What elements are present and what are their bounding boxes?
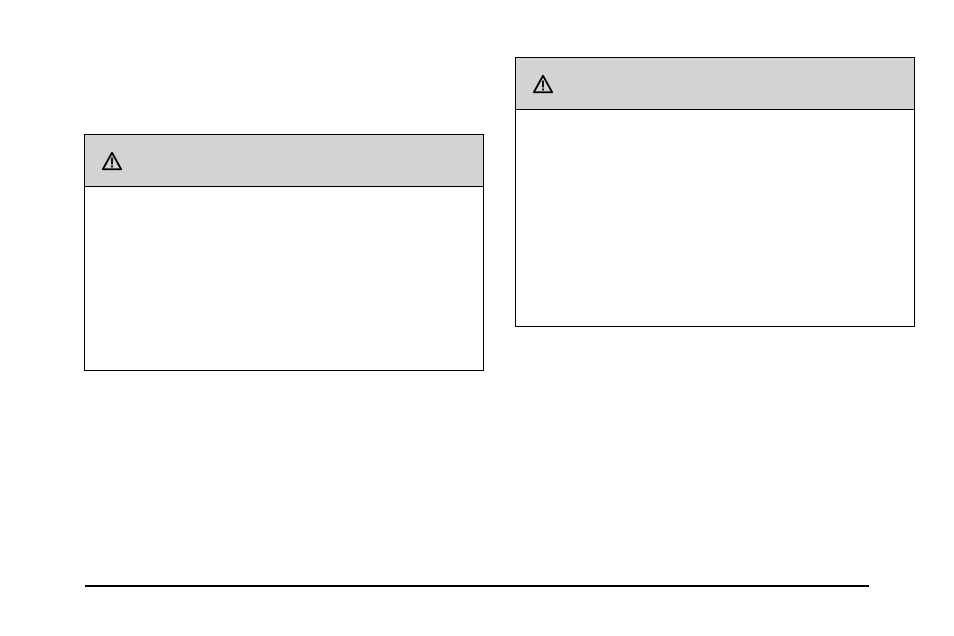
horizontal-rule (85, 585, 869, 587)
warning-triangle-icon (101, 150, 123, 172)
warning-box-1-header (85, 135, 483, 187)
warning-box-1 (84, 134, 484, 371)
warning-box-2-header (516, 58, 914, 110)
warning-box-2-body (516, 110, 914, 126)
warning-triangle-icon (532, 73, 554, 95)
warning-box-1-body (85, 187, 483, 203)
warning-box-2 (515, 57, 915, 327)
